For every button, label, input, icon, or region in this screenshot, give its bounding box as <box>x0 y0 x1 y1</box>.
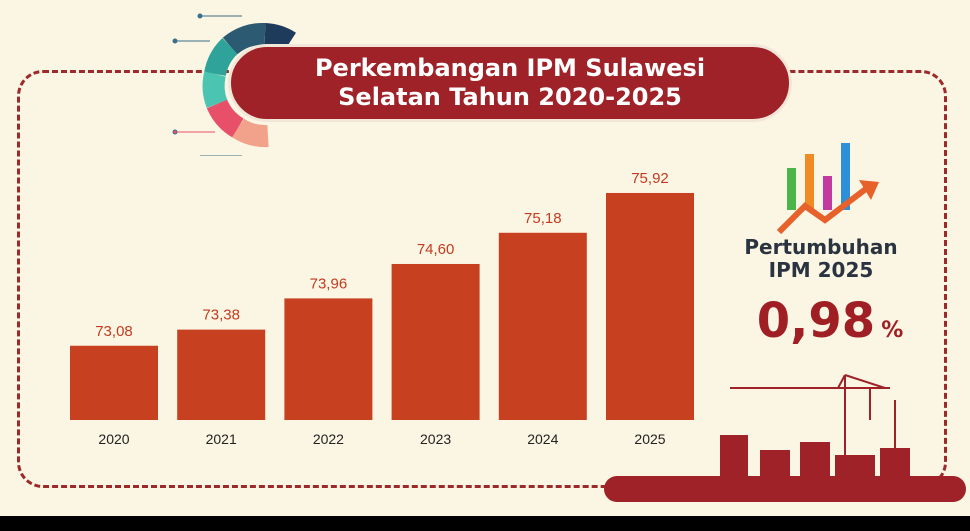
donut-decoration <box>172 13 296 156</box>
x-tick-2021: 2021 <box>206 431 237 447</box>
bar-2022 <box>284 298 373 420</box>
decorative-base-band <box>604 476 966 502</box>
growth-label-line-2: IPM 2025 <box>768 258 874 282</box>
bar-2024 <box>498 232 587 420</box>
value-label-2022: 73,96 <box>310 275 348 292</box>
bar-2023 <box>391 263 480 420</box>
value-label-2021: 73,38 <box>202 307 240 324</box>
growth-value-number: 0,98 <box>756 293 876 349</box>
value-label-2024: 75,18 <box>524 210 562 227</box>
x-tick-2025: 2025 <box>634 431 665 447</box>
value-label-2025: 75,92 <box>631 170 669 187</box>
construction-skyline-icon <box>720 374 910 480</box>
title-line-1: Perkembangan IPM Sulawesi <box>314 54 706 82</box>
bar-2025 <box>606 192 694 420</box>
x-tick-2020: 2020 <box>98 431 129 447</box>
growth-value-unit: % <box>881 318 904 343</box>
title-line-2: Selatan Tahun 2020-2025 <box>338 83 682 111</box>
bar-2021 <box>177 329 266 420</box>
x-tick-2024: 2024 <box>527 431 558 447</box>
bar-2020 <box>70 345 158 420</box>
value-label-2020: 73,08 <box>95 323 133 340</box>
bottom-black-band <box>0 516 970 531</box>
value-label-2023: 74,60 <box>417 241 455 258</box>
chart-title-banner: Perkembangan IPM Sulawesi Selatan Tahun … <box>228 44 792 122</box>
x-tick-2023: 2023 <box>420 431 451 447</box>
growth-label: Pertumbuhan IPM 2025 <box>726 236 916 282</box>
growth-label-line-1: Pertumbuhan <box>744 235 898 259</box>
x-tick-2022: 2022 <box>313 431 344 447</box>
growth-chart-icon <box>776 143 879 235</box>
growth-value: 0,98% <box>740 293 920 349</box>
